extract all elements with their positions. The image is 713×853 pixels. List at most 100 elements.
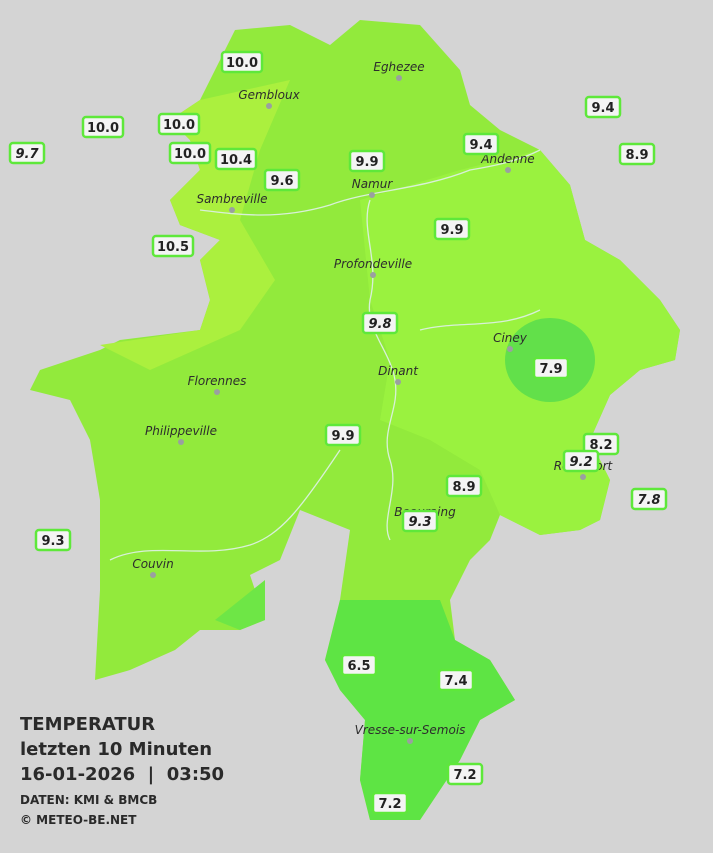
station: 8.9: [618, 142, 656, 166]
station: 9.6: [263, 168, 301, 192]
station-value: 9.3: [408, 515, 431, 530]
station: 9.2: [562, 449, 600, 473]
city-label: Andenne: [480, 152, 534, 166]
station: 7.4: [437, 668, 475, 692]
station: 9.9: [324, 423, 362, 447]
title-line: 16-01-2026 | 03:50: [20, 764, 224, 785]
station: 10.0: [168, 141, 212, 165]
city-label: Florennes: [188, 374, 247, 388]
station-box: [582, 432, 620, 456]
title-line: DATEN: KMI & BMCB: [20, 793, 157, 807]
station-value: 9.9: [355, 155, 378, 170]
station-value: 9.8: [368, 317, 391, 332]
city-label: Namur: [352, 177, 394, 191]
station-value: 8.9: [625, 148, 648, 163]
city-dot: [395, 379, 401, 385]
station-box: [81, 115, 125, 139]
city-dot: [229, 207, 235, 213]
station-value: 9.9: [440, 223, 463, 238]
station-box: [437, 668, 475, 692]
station-value: 6.5: [347, 659, 370, 674]
station: 9.7: [8, 141, 46, 165]
station-value: 9.9: [331, 429, 354, 444]
station-box: [462, 132, 500, 156]
city-dot: [580, 474, 586, 480]
station: 9.4: [584, 95, 622, 119]
station-box: [361, 311, 399, 335]
zone-couvin: [215, 580, 265, 630]
city-label: Profondeville: [334, 257, 412, 271]
title-line: © METEO-BE.NET: [20, 813, 137, 827]
station-box: [630, 487, 668, 511]
city-dot: [150, 572, 156, 578]
city-label: Couvin: [132, 557, 173, 571]
station: 10.0: [81, 115, 125, 139]
station-box: [157, 112, 201, 136]
station-value: 10.4: [220, 153, 252, 168]
station: 9.3: [401, 509, 439, 533]
city-dot: [178, 439, 184, 445]
station: 8.2: [582, 432, 620, 456]
city-dot: [396, 75, 402, 81]
station-value: 7.2: [378, 797, 401, 812]
station-value: 10.0: [163, 118, 195, 133]
station: 9.9: [348, 149, 386, 173]
station-value: 8.9: [452, 480, 475, 495]
station: 10.5: [151, 234, 195, 258]
city-label: Eghezee: [373, 60, 424, 74]
station-box: [532, 356, 570, 380]
station-box: [446, 762, 484, 786]
station-value: 7.2: [453, 768, 476, 783]
city-label: Dinant: [378, 364, 419, 378]
station-box: [8, 141, 46, 165]
station-value: 10.0: [174, 147, 206, 162]
station-box: [618, 142, 656, 166]
station-box: [584, 95, 622, 119]
city-label: Philippeville: [145, 424, 217, 438]
city-dot: [370, 272, 376, 278]
station: 9.4: [462, 132, 500, 156]
station-value: 8.2: [589, 438, 612, 453]
title-line: TEMPERATUR: [20, 714, 155, 735]
station: 10.0: [157, 112, 201, 136]
station-box: [348, 149, 386, 173]
station-box: [445, 474, 483, 498]
city-label: Ciney: [493, 331, 528, 345]
station-box: [401, 509, 439, 533]
station: 9.8: [361, 311, 399, 335]
city-dot: [214, 389, 220, 395]
station-value: 9.6: [270, 174, 293, 189]
station: 10.0: [220, 50, 264, 74]
station-value: 9.4: [591, 101, 614, 116]
city-dot: [507, 346, 513, 352]
station-value: 7.9: [539, 362, 562, 377]
station-box: [151, 234, 195, 258]
station: 7.9: [532, 356, 570, 380]
station: 9.3: [34, 528, 72, 552]
station-value: 7.8: [637, 493, 660, 508]
city-dot: [369, 192, 375, 198]
station-box: [340, 653, 378, 677]
city-label: Sambreville: [196, 192, 267, 206]
station-box: [34, 528, 72, 552]
station-box: [168, 141, 212, 165]
city-dot: [505, 167, 511, 173]
station: 10.4: [214, 147, 258, 171]
station-value: 9.3: [41, 534, 64, 549]
title-line: letzten 10 Minuten: [20, 739, 212, 760]
station: 9.9: [433, 217, 471, 241]
title-block: TEMPERATUR letzten 10 Minuten 16-01-2026 |…: [20, 714, 224, 827]
station-box: [433, 217, 471, 241]
station-box: [371, 791, 409, 815]
station: 7.2: [371, 791, 409, 815]
station-value: 7.4: [444, 674, 467, 689]
station-value: 10.0: [226, 56, 258, 71]
station-value: 9.7: [15, 147, 39, 162]
city-label: Gembloux: [238, 88, 300, 102]
station-box: [214, 147, 258, 171]
station: 7.8: [630, 487, 668, 511]
station: 7.2: [446, 762, 484, 786]
city-label: Vresse-sur-Semois: [355, 723, 466, 737]
